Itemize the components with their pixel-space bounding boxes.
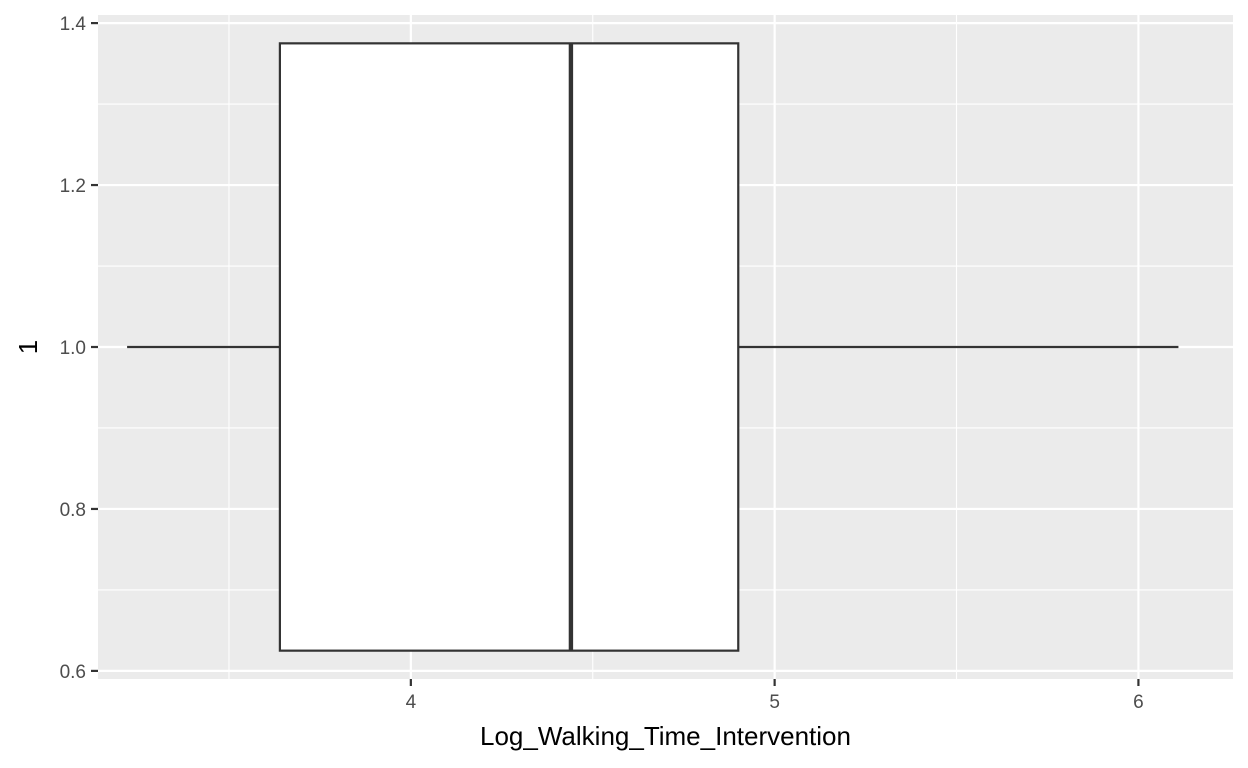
x-tick-label: 6 (1133, 692, 1144, 713)
x-tick-label: 4 (406, 692, 417, 713)
x-axis-title: Log_Walking_Time_Intervention (480, 721, 851, 751)
interquartile-box (278, 42, 740, 652)
x-axis: 4 5 6 (406, 679, 1144, 713)
y-tick-label: 0.8 (60, 500, 86, 521)
y-tick-label: 1.0 (60, 338, 86, 359)
x-tick-label: 5 (769, 692, 780, 713)
y-axis: 0.6 0.8 1.0 1.2 1.4 (60, 14, 98, 683)
y-tick-label: 1.2 (60, 176, 86, 197)
boxplot-layer (127, 42, 1179, 652)
y-tick-label: 1.4 (60, 14, 87, 35)
y-tick-label: 0.6 (60, 662, 86, 683)
y-axis-title: 1 (13, 340, 43, 354)
